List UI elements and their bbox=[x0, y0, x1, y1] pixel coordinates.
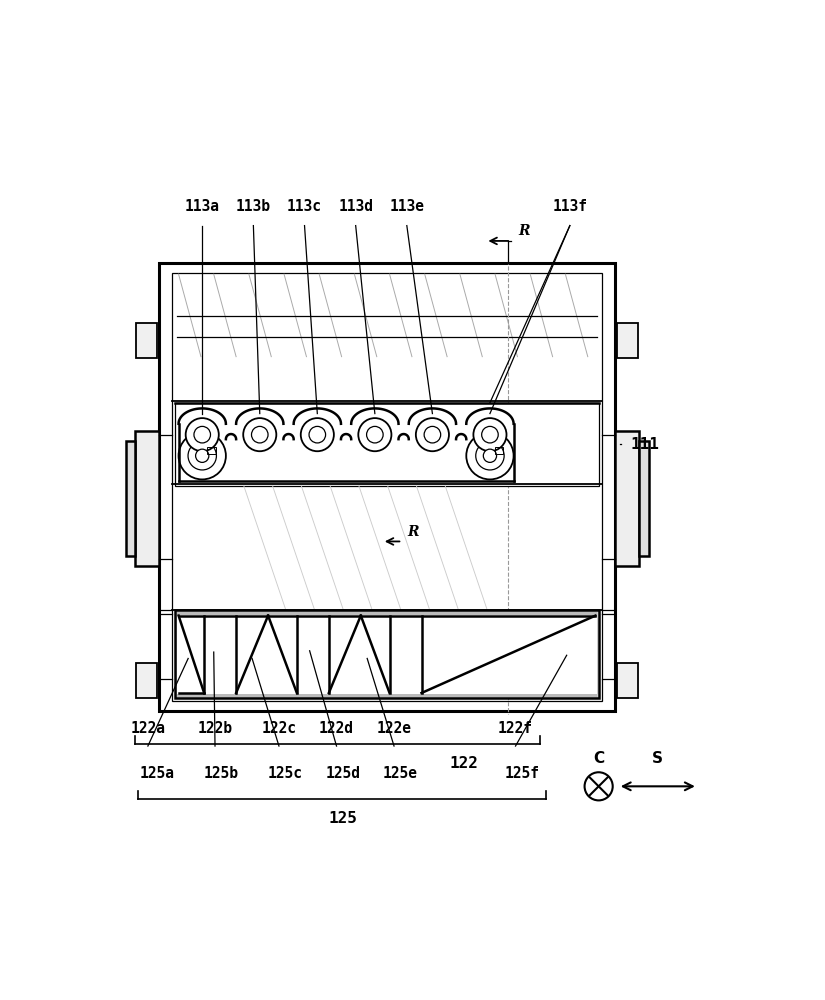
Bar bbox=[176, 403, 599, 486]
Circle shape bbox=[252, 426, 268, 443]
Text: 122e: 122e bbox=[376, 721, 412, 736]
Circle shape bbox=[476, 442, 504, 470]
Text: 113f: 113f bbox=[553, 199, 587, 214]
Circle shape bbox=[301, 418, 334, 451]
Bar bbox=[495, 447, 503, 454]
Text: 125b: 125b bbox=[204, 766, 239, 781]
Text: S: S bbox=[652, 751, 663, 766]
Circle shape bbox=[196, 449, 209, 462]
Bar bbox=[172, 273, 602, 701]
Bar bbox=[159, 263, 615, 711]
Text: 125f: 125f bbox=[504, 766, 540, 781]
Text: 122b: 122b bbox=[197, 721, 233, 736]
Text: 122a: 122a bbox=[130, 721, 165, 736]
Text: 125c: 125c bbox=[268, 766, 303, 781]
Circle shape bbox=[424, 426, 441, 443]
Circle shape bbox=[243, 418, 276, 451]
Bar bbox=[616, 323, 638, 358]
Circle shape bbox=[474, 418, 507, 451]
Text: 125e: 125e bbox=[383, 766, 418, 781]
Text: 125: 125 bbox=[328, 811, 357, 826]
Circle shape bbox=[482, 426, 498, 443]
Bar bbox=[176, 610, 599, 698]
Bar bbox=[177, 612, 597, 697]
Bar bbox=[615, 431, 639, 566]
Circle shape bbox=[186, 418, 219, 451]
Text: 113e: 113e bbox=[389, 199, 424, 214]
Text: 113c: 113c bbox=[287, 199, 322, 214]
Circle shape bbox=[366, 426, 383, 443]
Text: 122c: 122c bbox=[262, 721, 296, 736]
Circle shape bbox=[188, 442, 216, 470]
Circle shape bbox=[416, 418, 449, 451]
Text: 122f: 122f bbox=[498, 721, 533, 736]
Text: 125d: 125d bbox=[325, 766, 361, 781]
Text: 122d: 122d bbox=[319, 721, 354, 736]
Text: R: R bbox=[519, 224, 530, 238]
Bar bbox=[136, 323, 157, 358]
Bar bbox=[177, 484, 596, 610]
Bar bbox=[125, 441, 135, 556]
Circle shape bbox=[178, 432, 226, 479]
Bar bbox=[136, 663, 157, 698]
Text: 125a: 125a bbox=[140, 766, 175, 781]
Bar bbox=[207, 447, 215, 454]
Bar bbox=[639, 441, 648, 556]
Circle shape bbox=[483, 449, 497, 462]
Text: 113d: 113d bbox=[338, 199, 373, 214]
Circle shape bbox=[585, 772, 613, 800]
Bar bbox=[172, 273, 602, 358]
Text: C: C bbox=[593, 751, 604, 766]
Text: 113a: 113a bbox=[185, 199, 219, 214]
Text: 113b: 113b bbox=[236, 199, 271, 214]
Circle shape bbox=[466, 432, 514, 479]
Bar bbox=[177, 612, 596, 696]
Bar bbox=[135, 431, 159, 566]
Text: 111: 111 bbox=[630, 437, 659, 452]
Text: 122: 122 bbox=[450, 756, 478, 771]
Text: R: R bbox=[408, 525, 419, 539]
Circle shape bbox=[358, 418, 391, 451]
Circle shape bbox=[194, 426, 210, 443]
Bar bbox=[177, 615, 596, 694]
Bar bbox=[616, 663, 638, 698]
Circle shape bbox=[309, 426, 326, 443]
